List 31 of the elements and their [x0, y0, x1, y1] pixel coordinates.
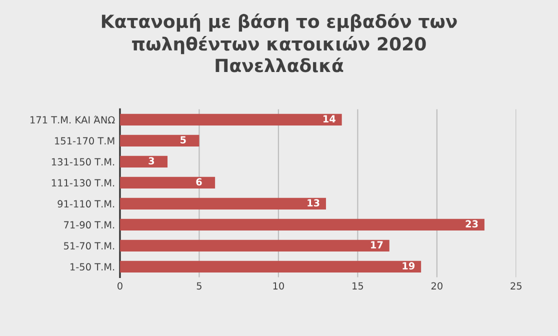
bar	[120, 134, 200, 146]
data-label: 5	[180, 136, 186, 144]
bar	[120, 114, 342, 126]
data-label: 23	[466, 220, 478, 228]
bar	[120, 240, 390, 252]
y-tick-label: 71-90 Τ.Μ.	[64, 221, 114, 229]
bar	[120, 260, 422, 272]
y-tick-label: 111-130 Τ.Μ.	[52, 179, 114, 187]
y-tick-label: 1-50 Τ.Μ.	[70, 263, 114, 271]
x-tick-label: 15	[352, 282, 364, 290]
bar	[120, 176, 216, 188]
y-tick-label: 171 Τ.Μ. ΚΑΙ ΆΝΩ	[30, 116, 115, 124]
bar	[120, 156, 168, 168]
y-tick-label: 91-110 Τ.Μ.	[58, 200, 114, 208]
x-tick-label: 25	[510, 282, 522, 290]
data-label: 19	[402, 262, 415, 270]
chart-title: Κατανομή με βάση το εμβαδόν των πωληθέντων κατοικιών 2020 Πανελλαδικά	[102, 13, 457, 72]
data-label: 6	[196, 178, 202, 186]
data-label: 3	[148, 157, 154, 165]
x-tick-label: 10	[273, 282, 284, 290]
data-label: 14	[323, 115, 336, 122]
x-tick-label: 0	[118, 282, 122, 290]
x-tick-label: 20	[431, 282, 442, 290]
x-tick-label: 5	[196, 282, 202, 290]
y-tick-label: 131-150 Τ.Μ.	[52, 158, 114, 166]
bar	[120, 198, 326, 210]
y-tick-label: 151-170 Τ.Μ	[55, 137, 114, 145]
data-label: 17	[371, 241, 383, 248]
data-label: 13	[308, 199, 320, 207]
y-tick-label: 51-70 Τ.Μ.	[64, 242, 114, 250]
bar	[120, 218, 484, 230]
